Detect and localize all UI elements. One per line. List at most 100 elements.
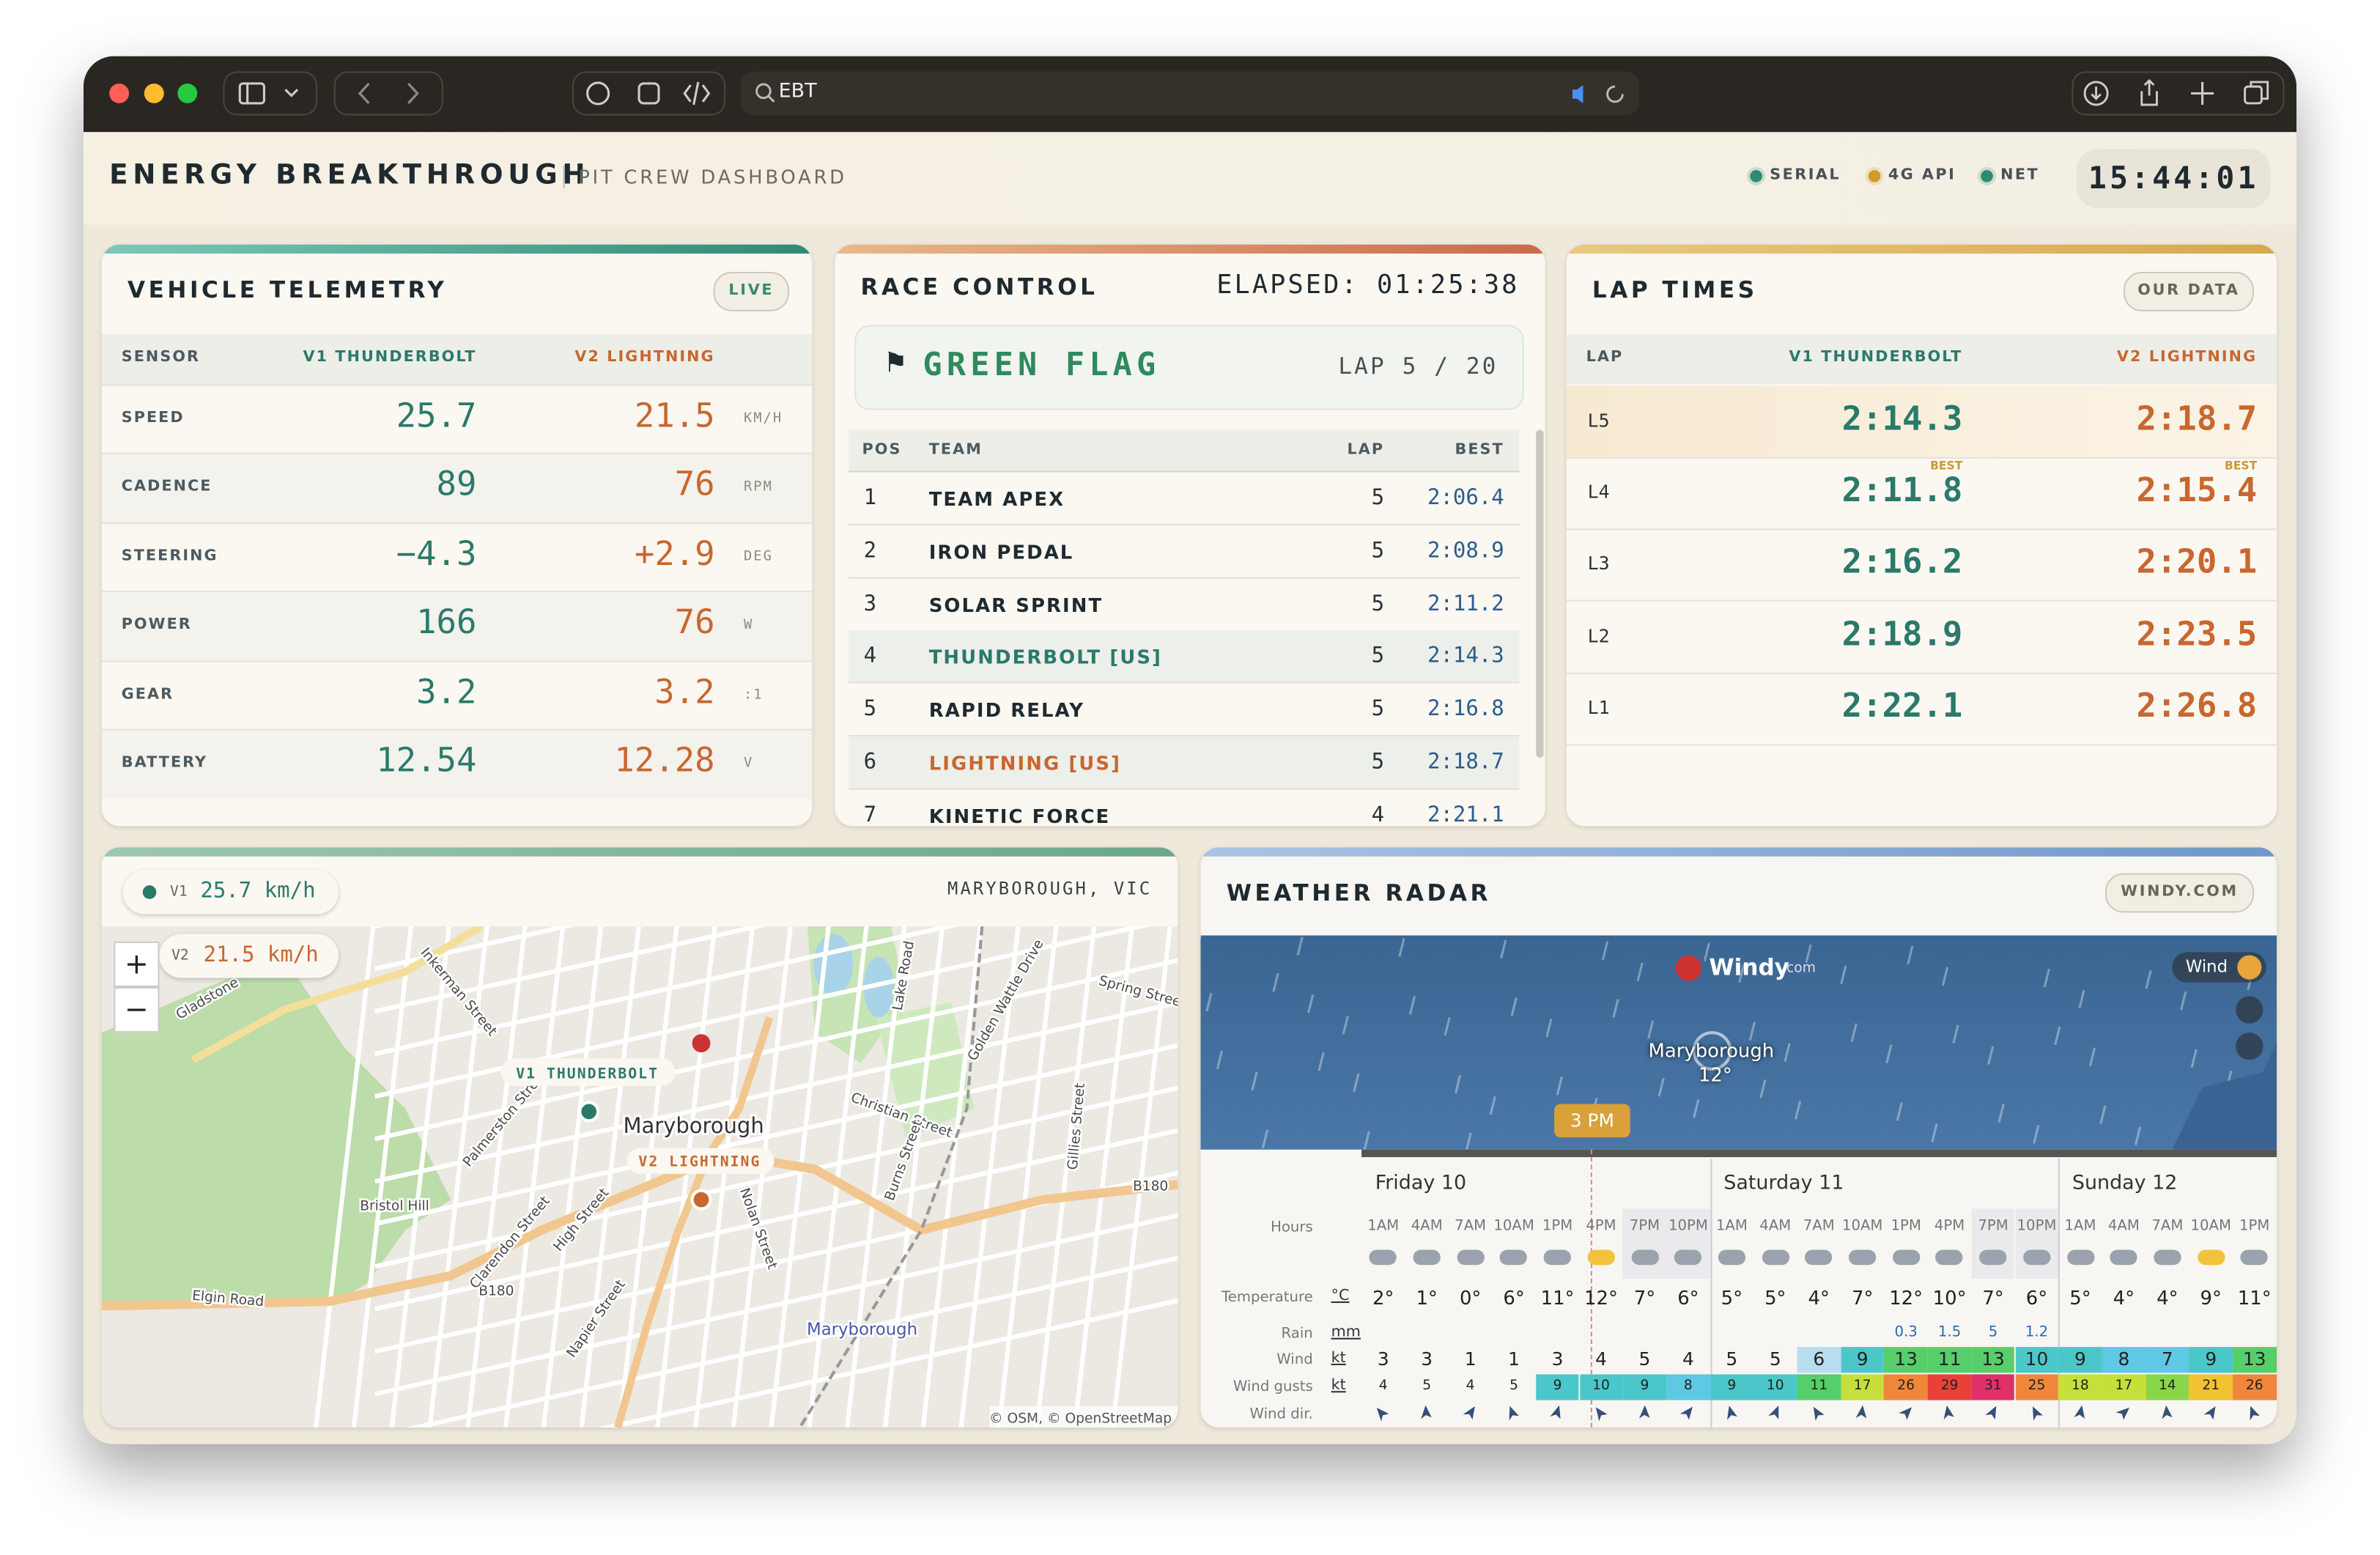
rain-streak bbox=[2190, 1049, 2198, 1068]
nav-buttons[interactable] bbox=[333, 71, 443, 116]
marker-label: V2 LIGHTNING bbox=[638, 1153, 761, 1170]
nav-icon bbox=[358, 82, 419, 105]
wind-direction bbox=[1550, 1405, 1561, 1419]
team-name: THUNDERBOLT [US] bbox=[928, 646, 1162, 669]
arrow bbox=[1377, 1408, 1390, 1422]
v1-marker bbox=[578, 1101, 600, 1123]
minor-street bbox=[351, 926, 414, 1427]
lap-label: L1 bbox=[1587, 696, 1610, 718]
weather-icon bbox=[2063, 1245, 2097, 1266]
rain-streak bbox=[2033, 1125, 2040, 1144]
street-label: B180 bbox=[1133, 1179, 1168, 1194]
sidebar-button[interactable] bbox=[223, 71, 317, 116]
rain-streak bbox=[1318, 1052, 1325, 1071]
windy-badge[interactable]: WINDY.COM bbox=[2105, 873, 2255, 913]
v1-value: 25.7 bbox=[396, 397, 477, 436]
day-label: Sunday 12 bbox=[2072, 1172, 2178, 1195]
cloud bbox=[1979, 1249, 2007, 1266]
v2-lap-time: 2:18.7 bbox=[2136, 401, 2258, 439]
minor-street bbox=[389, 926, 451, 1427]
weather-icon bbox=[1889, 1245, 1923, 1266]
scrollbar[interactable] bbox=[1536, 429, 1544, 758]
cloud bbox=[2110, 1249, 2138, 1266]
street-label: Bristol Hill bbox=[360, 1199, 429, 1214]
windy-logo bbox=[1675, 955, 1702, 981]
v1-value: −4.3 bbox=[396, 536, 477, 574]
map-attribution: © OSM, © OpenStreetMap bbox=[989, 1411, 1172, 1427]
rain-streak bbox=[1510, 997, 1518, 1016]
minimize-button[interactable] bbox=[144, 83, 164, 103]
v2-value: 76 bbox=[674, 467, 715, 505]
rain-streak bbox=[1342, 1015, 1349, 1035]
minor-street bbox=[314, 926, 376, 1427]
rain-streak bbox=[1612, 999, 1619, 1018]
rain-streak bbox=[1738, 964, 1745, 983]
weather-icon bbox=[2107, 1245, 2141, 1266]
gust-cell: 5 bbox=[1509, 1378, 1519, 1395]
best-lap: 2:16.8 bbox=[1427, 697, 1504, 722]
weather-icon bbox=[2238, 1245, 2272, 1266]
rain-streak bbox=[1465, 1132, 1472, 1150]
radar-zoom-in[interactable] bbox=[2236, 996, 2263, 1024]
day-divider bbox=[2058, 1159, 2061, 1427]
wind-direction bbox=[1377, 1408, 1390, 1422]
temperature: 10° bbox=[1932, 1286, 1967, 1310]
cloud bbox=[2241, 1249, 2269, 1266]
telemetry-row bbox=[101, 660, 813, 730]
minor-street bbox=[427, 926, 489, 1427]
live-badge[interactable]: LIVE bbox=[713, 271, 790, 311]
gust-cell: 5 bbox=[1422, 1378, 1432, 1395]
zoom-in[interactable]: + bbox=[114, 941, 160, 987]
data-badge[interactable]: OUR DATA bbox=[2123, 271, 2255, 311]
radar-zoom-out[interactable] bbox=[2236, 1033, 2263, 1060]
attribution-bg bbox=[989, 1406, 1178, 1427]
lap-row bbox=[1566, 601, 2277, 674]
v1-value: 89 bbox=[436, 467, 477, 505]
wind-cell: 13 bbox=[1884, 1347, 1928, 1373]
team-name: IRON PEDAL bbox=[928, 540, 1074, 564]
map-panel: MARYBOROUGH, VIC Gladstone Elgin Road High … bbox=[101, 847, 1178, 1427]
weather-icon bbox=[1584, 1245, 1618, 1266]
wind-cell: 6 bbox=[1797, 1347, 1841, 1373]
sensor-label: STEERING bbox=[121, 547, 218, 565]
lake bbox=[863, 956, 895, 1018]
layer-button[interactable]: Wind bbox=[2172, 952, 2266, 983]
rain-amount: 0.3 bbox=[1894, 1324, 1918, 1341]
close-button[interactable] bbox=[109, 83, 130, 103]
sensor-label: BATTERY bbox=[121, 754, 208, 772]
team-name: KINETIC FORCE bbox=[928, 804, 1111, 827]
weather-panel: WEATHER RADAR WINDY.COM Windy com Maryboroug… bbox=[1200, 847, 2277, 1427]
gust-cell: 17 bbox=[2102, 1374, 2146, 1400]
row-label: Hours bbox=[1271, 1219, 1313, 1236]
zoom-out[interactable]: − bbox=[114, 986, 160, 1033]
gust-cell: 17 bbox=[1840, 1374, 1885, 1400]
toolbar-actions[interactable] bbox=[2072, 71, 2285, 116]
column-header: LAP bbox=[1347, 442, 1385, 459]
arrow bbox=[2250, 1406, 2261, 1421]
rain-streak bbox=[1489, 1096, 1496, 1115]
minor-street bbox=[617, 926, 679, 1427]
minor-street bbox=[503, 926, 566, 1427]
hour-label: 1AM bbox=[1367, 1217, 1400, 1235]
v1-lap-time: 2:16.2 bbox=[1841, 544, 1963, 583]
gust-cell: 9 bbox=[1535, 1374, 1580, 1400]
arrow bbox=[1767, 1406, 1778, 1419]
rain-streak bbox=[2145, 969, 2152, 989]
sensor-label: GEAR bbox=[121, 685, 174, 703]
minor-street bbox=[374, 958, 1178, 1142]
temperature: 9° bbox=[2200, 1286, 2222, 1310]
table-header-bg bbox=[101, 333, 813, 385]
temperature: 6° bbox=[1503, 1286, 1525, 1310]
extension-buttons[interactable] bbox=[572, 71, 726, 116]
v2-lap-time: 2:15.4 bbox=[2136, 472, 2258, 511]
rain-streak bbox=[1296, 937, 1304, 956]
gust-cell: 10 bbox=[1753, 1374, 1797, 1400]
layer-icon bbox=[2237, 955, 2262, 980]
zoom-button[interactable] bbox=[177, 83, 198, 103]
v2-lap-time: 2:20.1 bbox=[2136, 544, 2258, 583]
rain-streak bbox=[2043, 968, 2050, 988]
cloud bbox=[1849, 1249, 1877, 1266]
table-header-bg bbox=[1566, 333, 2277, 385]
address-bar[interactable]: EBT bbox=[740, 71, 1640, 116]
